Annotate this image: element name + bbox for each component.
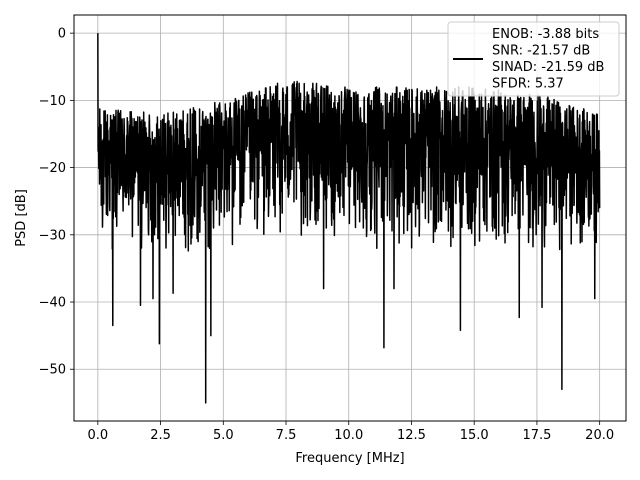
axes-frame bbox=[73, 14, 627, 422]
x-tick-label: 15.0 bbox=[460, 428, 489, 443]
x-tick-label: 2.5 bbox=[150, 428, 171, 443]
plot-area bbox=[97, 33, 601, 404]
y-axis: 0 −10 −20 −30 −40 −50 bbox=[39, 27, 74, 378]
y-tick-label: −40 bbox=[39, 296, 66, 311]
psd-series-line bbox=[97, 33, 601, 404]
y-tick-label: −20 bbox=[39, 161, 66, 176]
x-tick-label: 5.0 bbox=[213, 428, 234, 443]
y-tick-label: −10 bbox=[39, 94, 66, 109]
legend-label-line: SINAD: -21.59 dB bbox=[492, 60, 604, 75]
x-axis: 0.0 2.5 5.0 7.5 10.0 12.5 15.0 17.5 20.0 bbox=[87, 421, 614, 443]
y-tick-label: 0 bbox=[58, 27, 66, 42]
y-tick-label: −30 bbox=[39, 228, 66, 243]
x-tick-label: 0.0 bbox=[87, 428, 108, 443]
x-tick-label: 20.0 bbox=[585, 428, 614, 443]
x-tick-label: 12.5 bbox=[397, 428, 426, 443]
x-tick-label: 17.5 bbox=[522, 428, 551, 443]
legend-box bbox=[447, 21, 620, 97]
x-tick-label: 7.5 bbox=[276, 428, 297, 443]
x-tick-label: 10.0 bbox=[334, 428, 363, 443]
legend-label-line: SNR: -21.57 dB bbox=[492, 44, 590, 59]
y-tick-label: −50 bbox=[39, 363, 66, 378]
legend-label-line: SFDR: 5.37 bbox=[492, 77, 564, 92]
y-axis-label: PSD [dB] bbox=[14, 189, 29, 247]
legend-label-line: ENOB: -3.88 bits bbox=[492, 27, 599, 42]
x-axis-label: Frequency [MHz] bbox=[295, 451, 404, 466]
